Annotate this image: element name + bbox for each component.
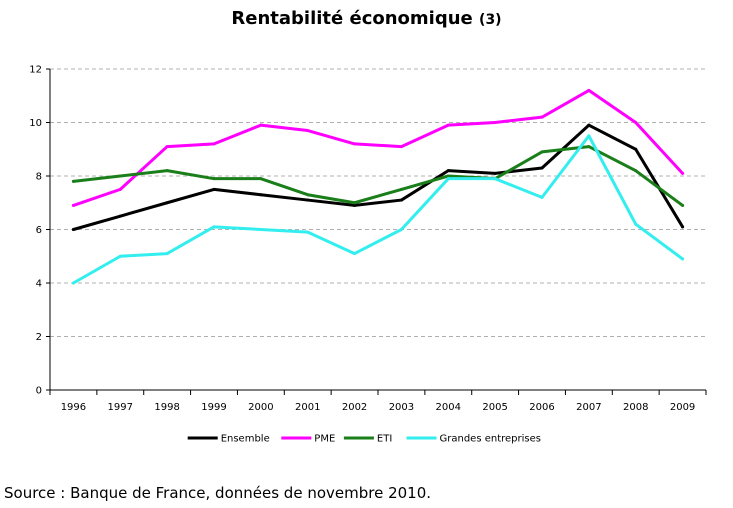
- legend: Ensemble PME ETI Grandes entreprises: [187, 434, 541, 445]
- series-line-grandes-entreprises: [71, 134, 685, 285]
- chart-title-note: (3): [479, 12, 502, 28]
- y-tick-label-4: 4: [36, 279, 42, 290]
- series-point-grandes-entreprises-2005: [493, 177, 497, 181]
- x-tick-label-2000: 2000: [248, 402, 273, 413]
- series-point-ensemble-2005: [493, 171, 497, 175]
- series-point-eti-2002: [353, 201, 357, 205]
- source-note: Source : Banque de France, données de no…: [4, 484, 432, 502]
- series-point-ensemble-1998: [165, 201, 169, 205]
- x-tick-label-2002: 2002: [342, 402, 367, 413]
- series-point-grandes-entreprises-2008: [634, 222, 638, 226]
- y-tick-label-0: 0: [36, 386, 42, 397]
- series-point-grandes-entreprises-2000: [259, 228, 263, 231]
- series-point-eti-2008: [634, 169, 638, 173]
- series-point-grandes-entreprises-2006: [540, 195, 544, 199]
- series-point-grandes-entreprises-1998: [165, 252, 169, 256]
- series-point-ensemble-2004: [446, 169, 450, 173]
- series-point-grandes-entreprises-2007: [587, 134, 591, 138]
- x-tick-label-2005: 2005: [482, 402, 507, 413]
- series-point-eti-2004: [446, 174, 450, 178]
- y-tick-label-8: 8: [36, 172, 42, 183]
- series-point-pme-2000: [259, 123, 263, 127]
- x-tick-label-2007: 2007: [576, 402, 601, 413]
- y-tick-label-10: 10: [29, 118, 42, 129]
- series-point-ensemble-1996: [71, 228, 75, 231]
- series-point-eti-1997: [118, 174, 122, 178]
- gridlines: [50, 68, 706, 337]
- series-line-pme: [71, 88, 685, 207]
- series-point-pme-2008: [634, 121, 638, 124]
- legend-label-grandes-entreprises: Grandes entreprises: [440, 434, 541, 445]
- x-tick-label-1998: 1998: [154, 402, 179, 413]
- series-point-ensemble-1999: [212, 187, 216, 191]
- x-tick-label-1999: 1999: [201, 402, 226, 413]
- series-point-ensemble-2002: [353, 203, 357, 207]
- x-tick-label-1997: 1997: [108, 402, 133, 413]
- series-point-grandes-entreprises-2004: [446, 177, 450, 181]
- x-tick-label-2003: 2003: [389, 402, 414, 413]
- series-line-ensemble: [71, 123, 685, 231]
- x-tick-label-2008: 2008: [623, 402, 648, 413]
- series-point-pme-2003: [399, 145, 403, 149]
- series-point-ensemble-2008: [634, 147, 638, 151]
- series-point-ensemble-2007: [587, 123, 591, 127]
- x-tick-label-2004: 2004: [436, 402, 461, 413]
- legend-label-eti: ETI: [377, 434, 392, 445]
- series-point-grandes-entreprises-2002: [353, 252, 357, 256]
- series-point-eti-2003: [399, 187, 403, 191]
- series-point-ensemble-2001: [306, 198, 310, 202]
- series-point-ensemble-1997: [118, 214, 122, 218]
- series-point-grandes-entreprises-1996: [71, 281, 75, 285]
- chart-title-text: Rentabilité économique: [231, 8, 473, 29]
- series-point-eti-2000: [259, 177, 263, 181]
- series-point-grandes-entreprises-2009: [681, 257, 685, 261]
- series-point-pme-1997: [118, 187, 122, 191]
- series-point-pme-2007: [587, 88, 591, 92]
- series-point-grandes-entreprises-2001: [306, 230, 310, 234]
- x-tick-label-2006: 2006: [529, 402, 554, 413]
- y-tick-label-2: 2: [36, 332, 42, 343]
- series-point-eti-1998: [165, 169, 169, 173]
- series-point-eti-2006: [540, 150, 544, 154]
- series-point-pme-2005: [493, 121, 497, 124]
- y-tick-label-12: 12: [29, 65, 42, 76]
- series-point-pme-2009: [681, 171, 685, 175]
- series-point-pme-2006: [540, 115, 544, 119]
- series-point-ensemble-2000: [259, 193, 263, 197]
- x-tick-label-1996: 1996: [61, 402, 86, 413]
- series-point-pme-1999: [212, 142, 216, 146]
- y-axis-ticks: 0 2 4 6 8 10 12: [29, 65, 50, 397]
- series-point-grandes-entreprises-2003: [399, 228, 403, 231]
- series-point-pme-1996: [71, 203, 75, 207]
- series-point-pme-2004: [446, 123, 450, 127]
- legend-label-ensemble: Ensemble: [221, 434, 270, 445]
- x-tick-label-2009: 2009: [670, 402, 695, 413]
- chart-title: Rentabilité économique (3): [0, 8, 733, 29]
- series-point-eti-2007: [587, 145, 591, 149]
- series-point-ensemble-2009: [681, 225, 685, 229]
- series-lines: [71, 88, 685, 285]
- series-point-eti-1996: [71, 179, 75, 183]
- series-point-eti-1999: [212, 177, 216, 181]
- series-point-pme-2001: [306, 129, 310, 133]
- series-point-pme-1998: [165, 145, 169, 149]
- series-point-ensemble-2006: [540, 166, 544, 170]
- series-point-eti-2009: [681, 203, 685, 207]
- x-axis-ticks: 1996 1997 1998 1999 2000 2001 2002 2003 2004 2005…: [49, 390, 707, 413]
- line-chart: 0 2 4 6 8 10 12 1996 1997 1998 1999 2000 2001 2002 20…: [29, 65, 707, 445]
- y-tick-label-6: 6: [36, 225, 42, 236]
- series-point-eti-2001: [306, 193, 310, 197]
- series-point-grandes-entreprises-1997: [118, 254, 122, 258]
- legend-label-pme: PME: [314, 434, 335, 445]
- series-point-grandes-entreprises-1999: [212, 225, 216, 229]
- x-tick-label-2001: 2001: [295, 402, 320, 413]
- series-point-pme-2002: [353, 142, 357, 146]
- series-point-ensemble-2003: [399, 198, 403, 202]
